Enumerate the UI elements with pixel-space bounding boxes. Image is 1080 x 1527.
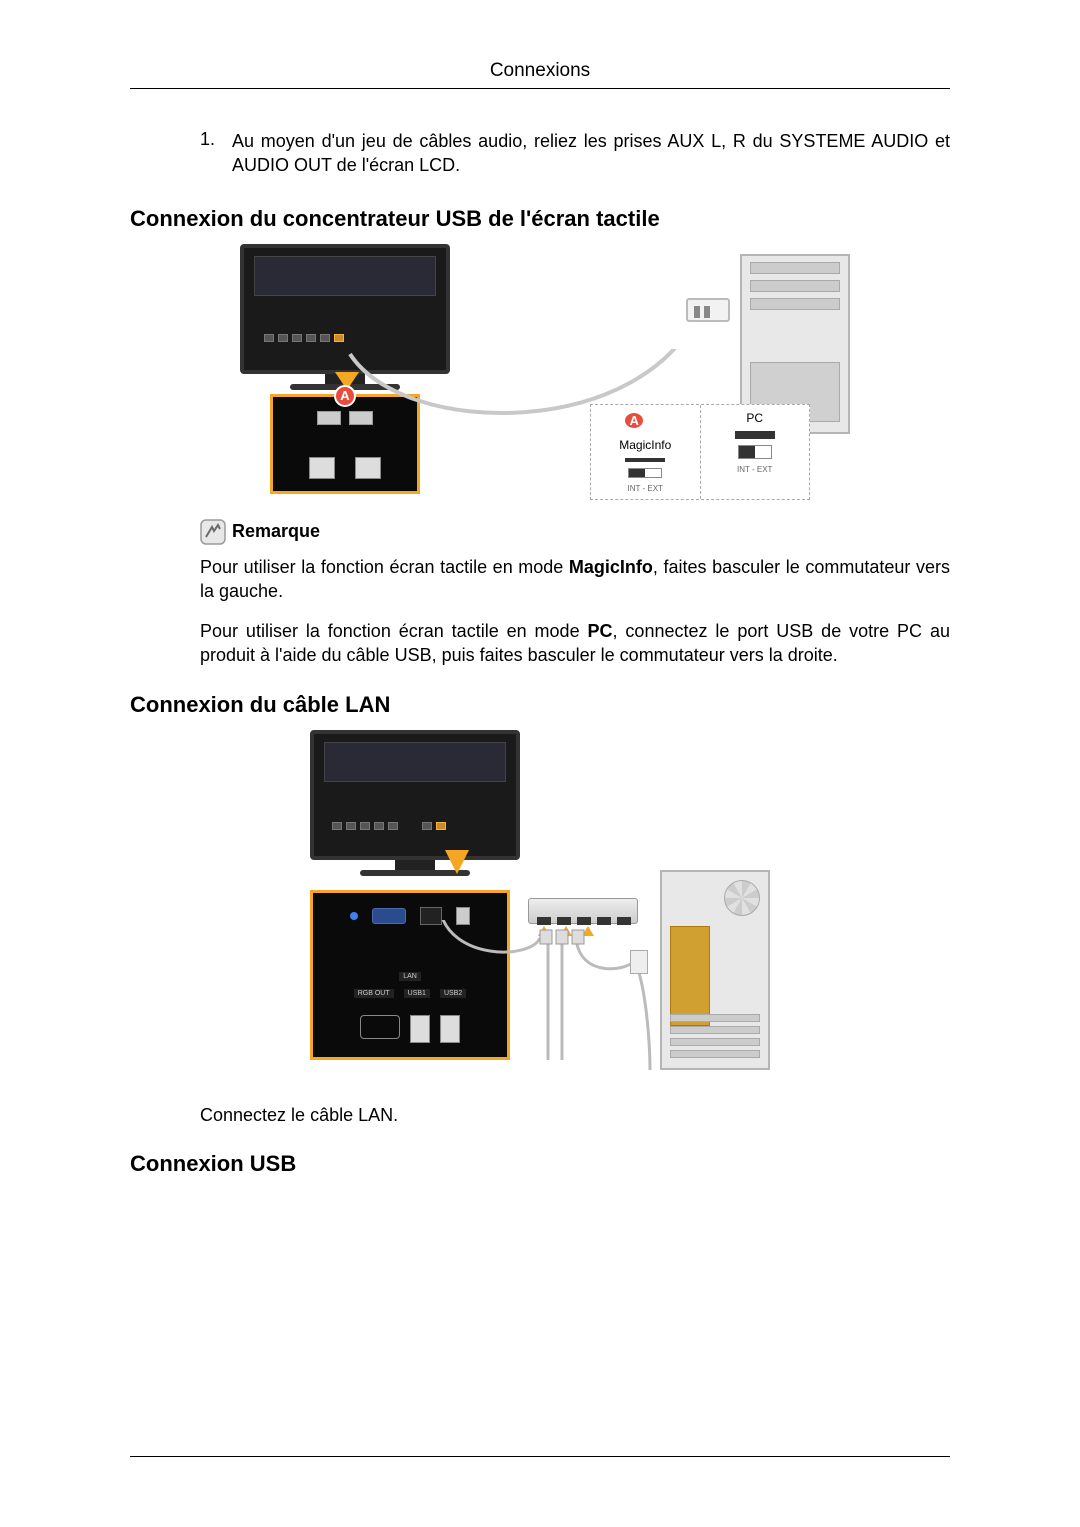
diagram-usb-hub: A A MagicInfo INT - EXT	[130, 244, 950, 509]
page-header: Connexions	[130, 60, 950, 82]
switch-tiny-label: INT - EXT	[737, 465, 772, 474]
rgb-out-label: RGB OUT	[354, 989, 394, 998]
divider-bottom	[130, 1456, 950, 1457]
divider-top	[130, 88, 950, 89]
numbered-item: 1. Au moyen d'un jeu de câbles audio, re…	[200, 129, 950, 178]
diagram-lan: LAN RGB OUT USB1 USB2	[130, 730, 950, 1095]
note-icon	[200, 519, 226, 545]
badge-a-icon: A	[623, 411, 645, 430]
heading-usb-hub: Connexion du concentrateur USB de l'écra…	[130, 206, 950, 232]
switch-info-box: A MagicInfo INT - EXT PC INT - EXT	[590, 404, 810, 500]
lan-label: LAN	[399, 972, 421, 981]
pc-tower-icon	[660, 870, 770, 1070]
heading-lan: Connexion du câble LAN	[130, 692, 950, 718]
usb-plug-icon	[686, 298, 730, 322]
remark-paragraph-2: Pour utiliser la fonction écran tactile …	[200, 619, 950, 668]
lan-plug-icon	[630, 950, 648, 974]
info-label: MagicInfo	[619, 438, 671, 452]
arrow-down-icon	[445, 850, 469, 874]
remark-row: Remarque	[200, 519, 950, 545]
remark-paragraph-1: Pour utiliser la fonction écran tactile …	[200, 555, 950, 604]
item-text: Au moyen d'un jeu de câbles audio, relie…	[232, 129, 950, 178]
switch-tiny-label: INT - EXT	[628, 484, 663, 493]
item-number: 1.	[200, 129, 232, 178]
lan-caption: Connectez le câble LAN.	[200, 1103, 950, 1127]
remark-label: Remarque	[232, 521, 320, 542]
tv-back-icon	[310, 730, 520, 860]
usb1-label: USB1	[404, 989, 430, 998]
heading-usb: Connexion USB	[130, 1151, 950, 1177]
lan-cables-icon	[440, 920, 670, 1080]
info-label: PC	[746, 411, 763, 425]
